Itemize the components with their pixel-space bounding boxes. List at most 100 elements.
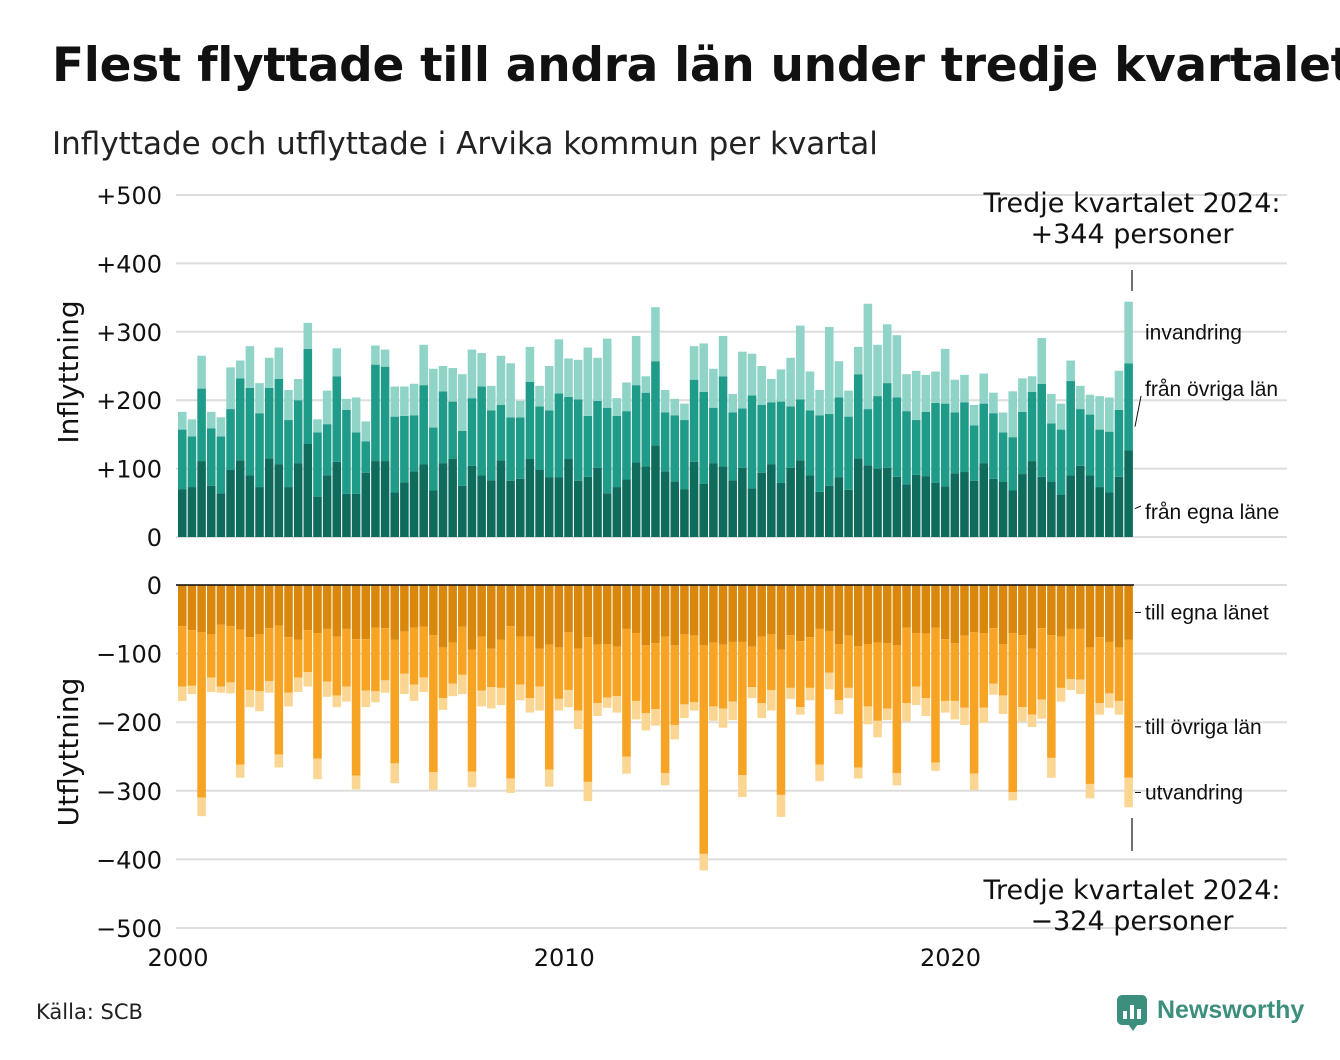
outflow-bar-segment xyxy=(1056,585,1066,637)
outflow-bar-segment xyxy=(429,635,438,773)
outflow-bar-segment xyxy=(245,637,255,690)
outflow-bar-segment xyxy=(351,585,361,640)
outflow-bar-segment xyxy=(767,689,776,711)
outflow-bar-segment xyxy=(670,645,680,725)
inflow-bar-segment xyxy=(380,366,390,462)
outflow-bar-segment xyxy=(960,707,969,725)
inflow-bar-segment xyxy=(950,379,960,413)
outflow-bar-segment xyxy=(197,632,206,798)
inflow-bar-segment xyxy=(303,348,313,444)
outflow-bar-segment xyxy=(1105,693,1114,708)
outflow-bars xyxy=(178,585,1133,871)
outflow-bar-segment xyxy=(342,585,351,629)
inflow-bar-segment xyxy=(496,460,506,537)
inflow-bar-segment xyxy=(525,381,535,460)
inflow-bar-segment xyxy=(989,392,998,414)
inflow-bar-segment xyxy=(873,344,882,397)
outflow-bar-segment xyxy=(206,677,216,693)
outflow-bar-segment xyxy=(786,585,795,636)
inflow-bar-segment xyxy=(921,374,931,412)
outflow-bar-segment xyxy=(371,585,380,628)
outflow-bar-segment xyxy=(969,585,979,633)
outflow-bar-segment xyxy=(187,630,197,686)
outflow-bar-segment xyxy=(438,647,448,699)
y-tick-label: 0 xyxy=(147,524,162,552)
inflow-bar-segment xyxy=(757,366,766,405)
inflow-bar-segment xyxy=(303,443,313,537)
outflow-bar-segment xyxy=(815,764,824,782)
outflow-bar-segment xyxy=(882,585,892,644)
outflow-bar-segment xyxy=(950,643,960,701)
outflow-bar-segment xyxy=(670,585,680,646)
inflow-bar-segment xyxy=(796,460,805,537)
inflow-bar-segment xyxy=(429,368,438,428)
outflow-bar-segment xyxy=(641,585,651,646)
outflow-bar-segment xyxy=(506,778,515,793)
inflow-bar-segment xyxy=(313,432,322,497)
inflow-bar-segment xyxy=(969,425,979,481)
outflow-bar-segment xyxy=(931,762,940,771)
outflow-bar-segment xyxy=(1056,687,1066,702)
inflow-bar-segment xyxy=(487,480,496,537)
outflow-bar-segment xyxy=(1114,585,1124,648)
outflow-bar-segment xyxy=(834,585,844,644)
inflow-bar-segment xyxy=(332,376,342,462)
inflow-bar-segment xyxy=(245,346,255,388)
outflow-bar-segment xyxy=(216,585,226,625)
outflow-bar-segment xyxy=(400,631,409,674)
inflow-bar-segment xyxy=(709,463,718,537)
outflow-bar-segment xyxy=(303,672,313,687)
outflow-bar-segment xyxy=(380,585,390,629)
inflow-bar-segment xyxy=(1095,429,1104,488)
inflow-bar-segment xyxy=(902,374,911,412)
outflow-bar-segment xyxy=(1085,783,1095,799)
inflow-bar-segment xyxy=(187,487,197,537)
outflow-bar-segment xyxy=(554,585,564,648)
inflow-bar-segment xyxy=(1076,409,1085,466)
y-tick-label: +400 xyxy=(96,250,162,278)
inflow-bar-segment xyxy=(863,465,873,537)
inflow-bar-segment xyxy=(699,343,709,392)
inflow-bar-segment xyxy=(670,481,680,537)
outflow-bar-segment xyxy=(332,636,342,696)
inflow-bar-segment xyxy=(699,391,709,484)
inflow-bar-segment xyxy=(660,471,670,537)
inflow-bar-segment xyxy=(612,415,622,488)
inflow-bar-segment xyxy=(380,461,390,537)
outflow-bar-segment xyxy=(1018,707,1027,722)
outflow-bar-segment xyxy=(824,672,834,690)
y-tick-label: −300 xyxy=(96,778,162,806)
inflow-bar-segment xyxy=(216,493,226,537)
outflow-bar-segment xyxy=(892,772,902,786)
inflow-bar-segment xyxy=(680,403,689,421)
inflow-bar-segment xyxy=(631,462,641,537)
outflow-bar-segment xyxy=(525,585,535,637)
inflow-bar-segment xyxy=(515,417,525,479)
inflow-bar-segment xyxy=(699,483,709,537)
outflow-bar-segment xyxy=(680,634,689,705)
inflow-bar-segment xyxy=(535,406,544,470)
outflow-bar-segment xyxy=(1018,635,1027,708)
outflow-bar-segment xyxy=(535,686,544,711)
outflow-bar-segment xyxy=(631,585,641,634)
outflow-bar-segment xyxy=(931,585,940,628)
inflow-bar-segment xyxy=(853,346,863,375)
inflow-bar-segment xyxy=(786,467,795,537)
inflow-bar-segment xyxy=(255,383,264,414)
inflow-bar-segment xyxy=(969,480,979,537)
outflow-bar-segment xyxy=(863,706,873,725)
inflow-bar-segment xyxy=(255,413,264,488)
outflow-bar-segment xyxy=(989,628,998,684)
inflow-bar-segment xyxy=(1018,474,1027,537)
outflow-bar-segment xyxy=(390,585,399,640)
outflow-bar-segment xyxy=(226,626,235,683)
inflow-bar-segment xyxy=(274,464,284,537)
inflow-bar-segment xyxy=(400,386,409,416)
outflow-bar-segment xyxy=(892,585,902,646)
outflow-bar-segment xyxy=(274,754,284,768)
inflow-bar-segment xyxy=(1018,411,1027,475)
outflow-bar-segment xyxy=(651,709,660,726)
inflow-bar-segment xyxy=(409,415,419,472)
inflow-bar-segment xyxy=(921,476,931,537)
inflow-bar-segment xyxy=(998,432,1008,482)
